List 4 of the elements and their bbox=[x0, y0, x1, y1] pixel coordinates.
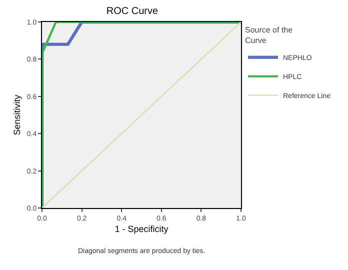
chart-title: ROC Curve bbox=[106, 6, 159, 17]
x-axis-title: 1 - Specificity bbox=[114, 224, 169, 234]
y-axis-title: Sensitivity bbox=[12, 94, 22, 136]
legend-title: Source of the Curve bbox=[244, 25, 294, 45]
